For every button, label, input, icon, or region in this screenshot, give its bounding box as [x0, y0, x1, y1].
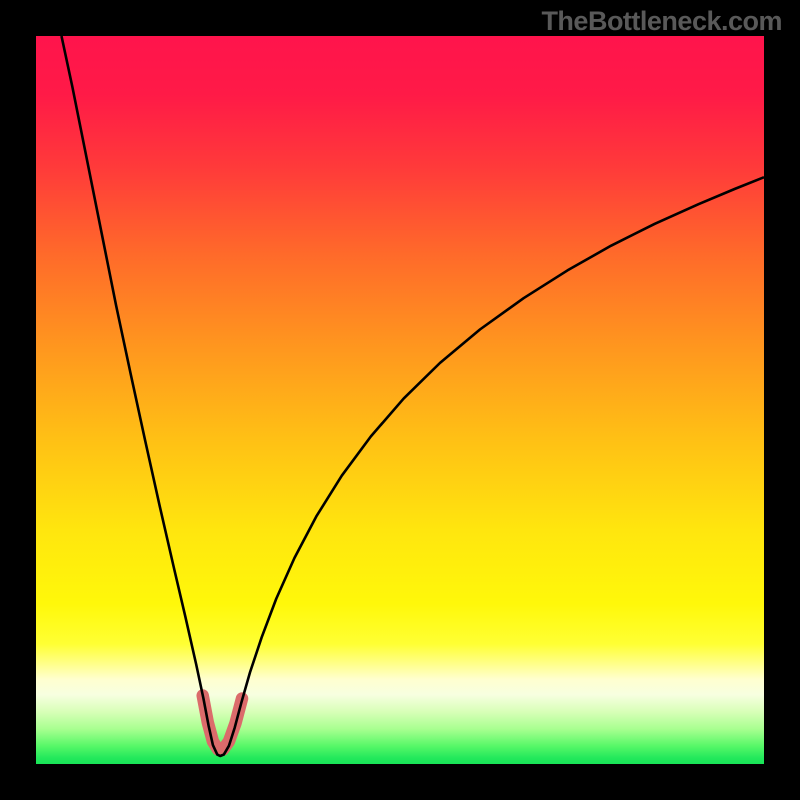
- watermark-text: TheBottleneck.com: [541, 6, 782, 37]
- plot-background: [36, 36, 764, 764]
- bottleneck-chart: [0, 0, 800, 800]
